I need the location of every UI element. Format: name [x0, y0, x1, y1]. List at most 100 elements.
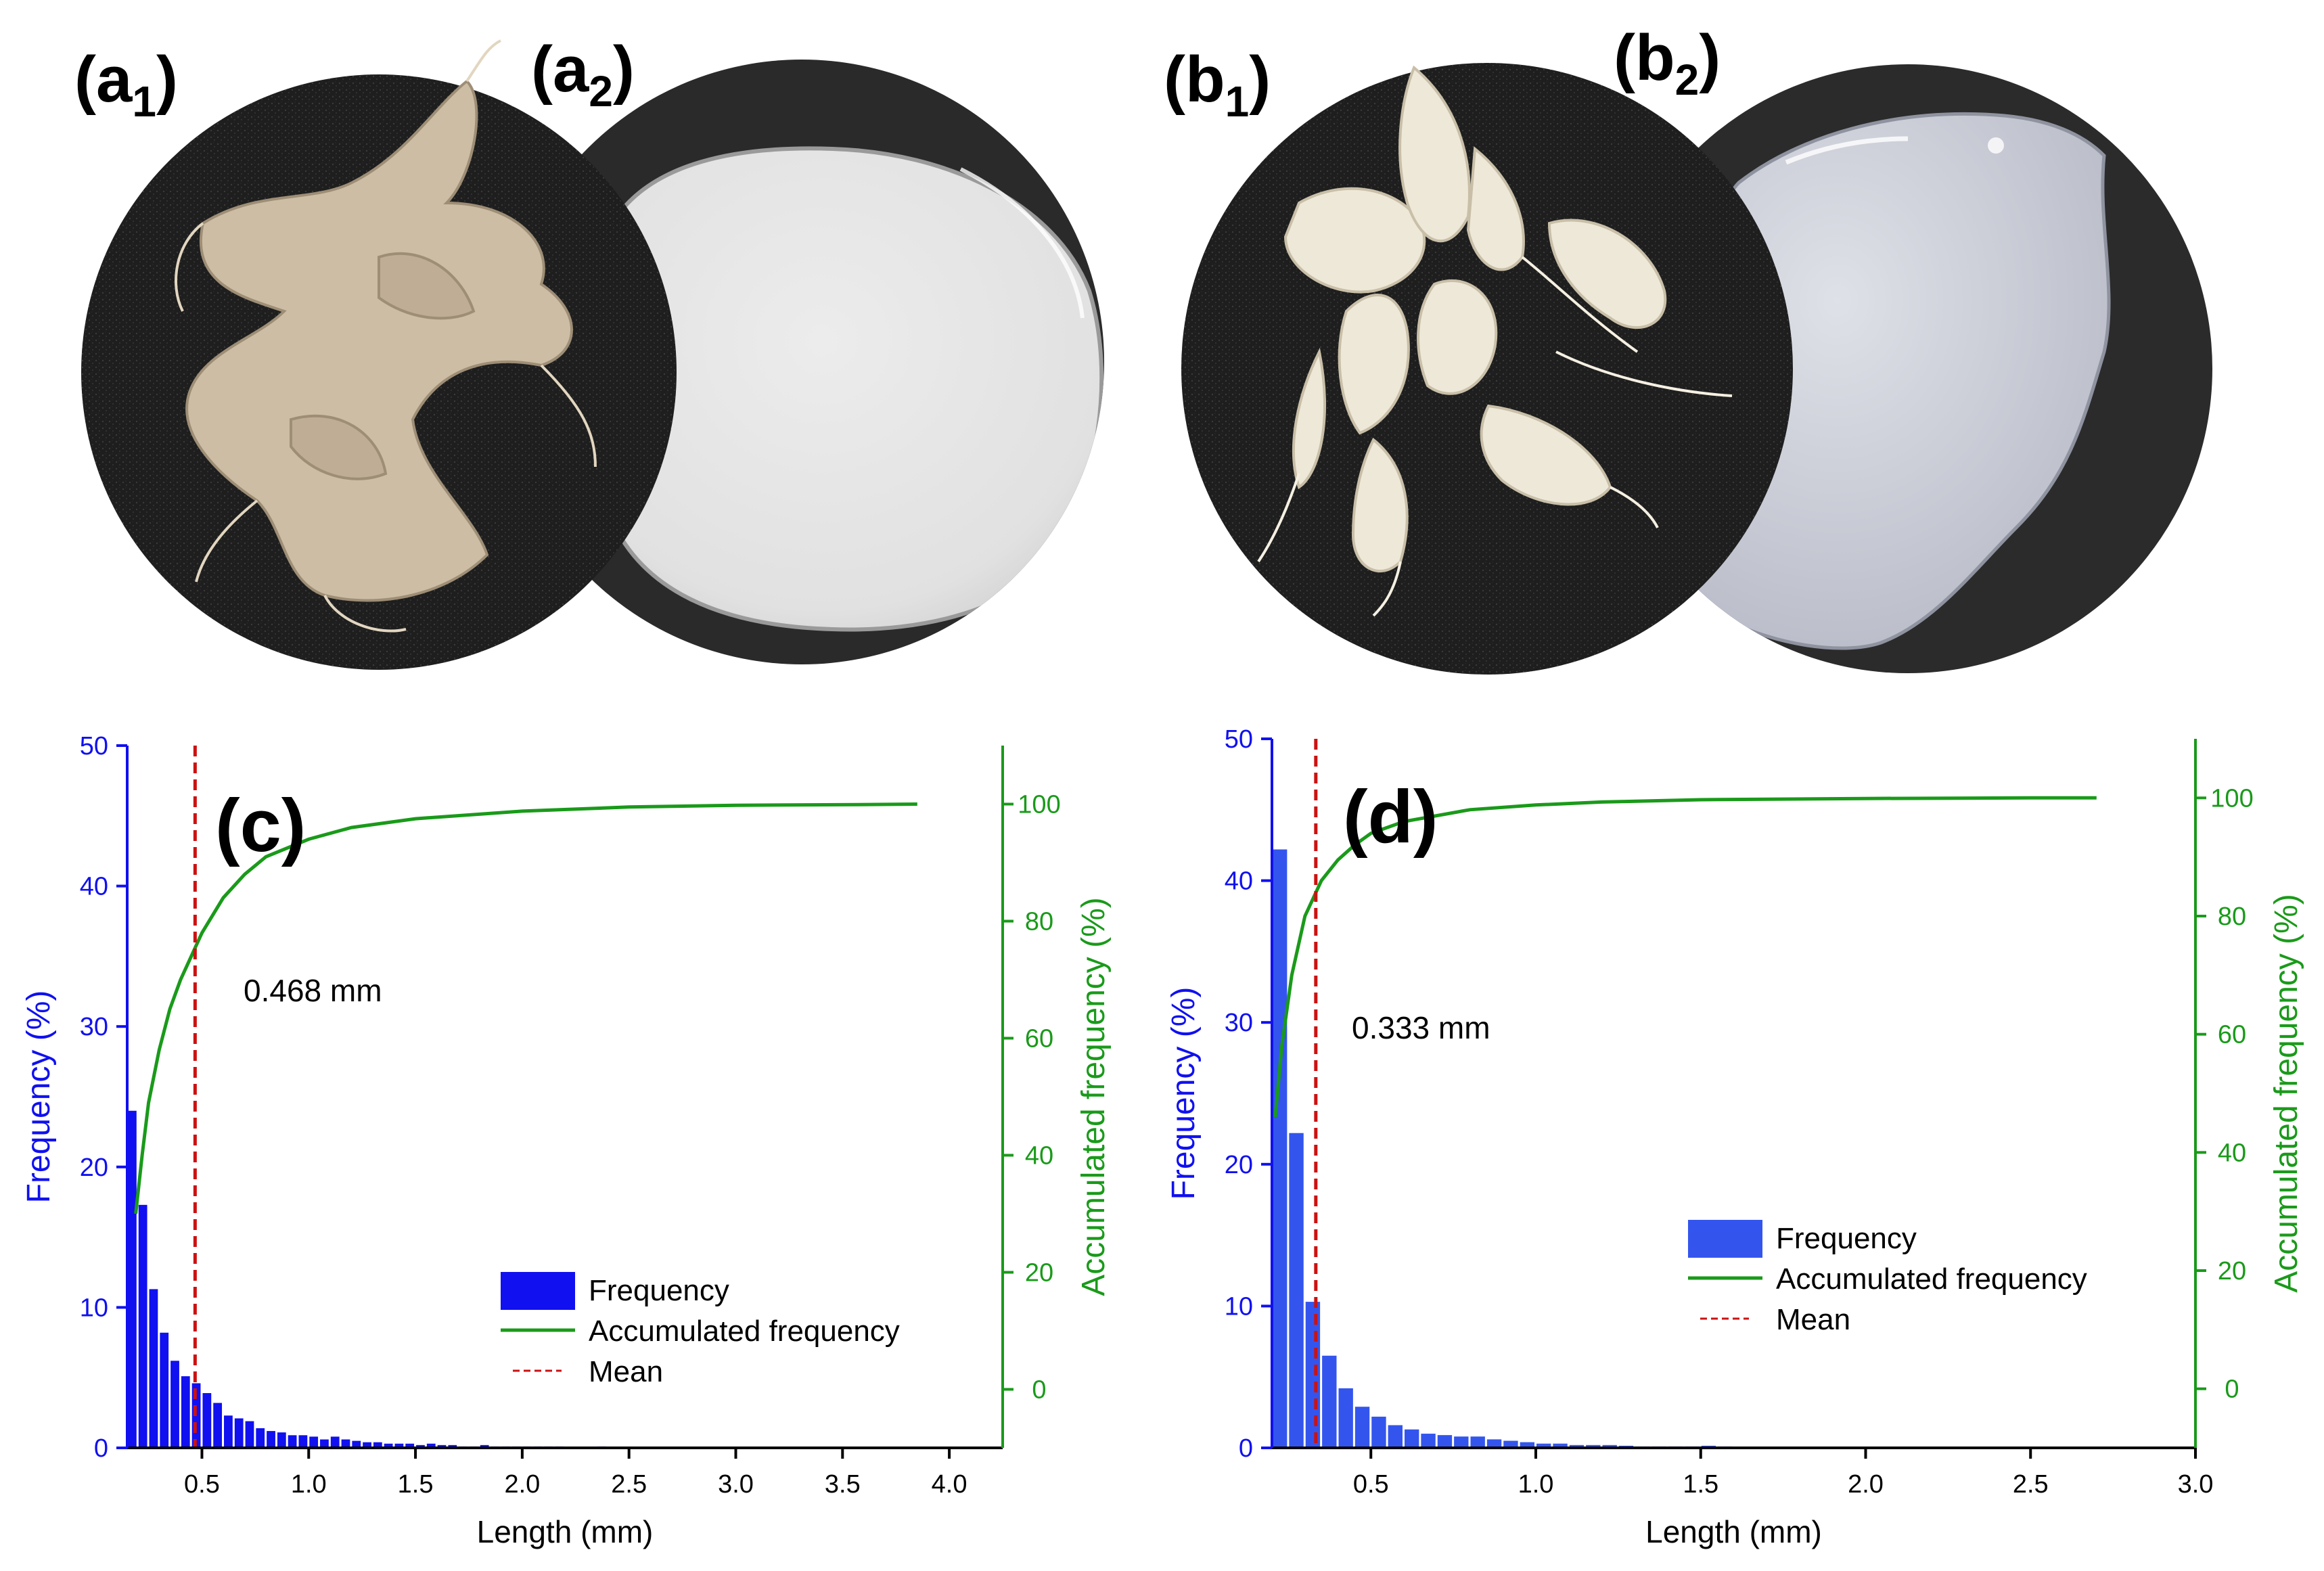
- frequency-bar: [426, 1443, 436, 1448]
- frequency-bar: [1569, 1444, 1585, 1448]
- x-tick-label: 2.5: [2013, 1470, 2049, 1499]
- frequency-bar: [330, 1436, 340, 1448]
- frequency-bar: [437, 1444, 447, 1448]
- frequency-bar: [1486, 1439, 1502, 1448]
- frequency-bar: [1536, 1443, 1551, 1448]
- y-tick-label: 0: [1239, 1434, 1253, 1463]
- panel-label: (d): [1343, 775, 1438, 859]
- frequency-bar: [170, 1361, 179, 1448]
- x-tick-label: 1.5: [1683, 1470, 1718, 1499]
- y-axis-label: Frequency (%): [1166, 987, 1202, 1200]
- frequency-bar: [309, 1436, 319, 1448]
- frequency-bar: [1421, 1434, 1436, 1448]
- frequency-bar: [1305, 1302, 1321, 1448]
- label-b2: (b2): [1614, 22, 1721, 104]
- legend-label: Frequency: [1776, 1222, 1917, 1255]
- y2-tick-label: 0: [1032, 1376, 1046, 1405]
- legend-swatch-frequency: [501, 1272, 575, 1310]
- photo-b1-fibers: [1181, 63, 1793, 675]
- frequency-bar: [341, 1439, 350, 1448]
- frequency-bar: [394, 1443, 404, 1448]
- frequency-bar: [320, 1439, 329, 1448]
- frequency-bar: [234, 1418, 244, 1448]
- x-tick-label: 2.0: [1848, 1470, 1884, 1499]
- legend-label: Accumulated frequency: [1776, 1262, 2087, 1296]
- frequency-bar: [181, 1376, 190, 1448]
- frequency-bar: [1553, 1443, 1568, 1448]
- photo-a2-gel: [499, 60, 1104, 664]
- frequency-bar: [128, 1110, 137, 1448]
- frequency-bar: [298, 1435, 308, 1448]
- chart-d: 0.5 1.0 1.5 2.0 2.5 3.0 0 10 20 30 40 50 0 20 40 60 80 10…: [1166, 725, 2304, 1549]
- frequency-bar: [224, 1415, 233, 1448]
- frequency-bar: [245, 1421, 254, 1448]
- frequency-bar: [1289, 1133, 1304, 1448]
- frequency-bar: [288, 1435, 297, 1448]
- frequency-bar: [373, 1442, 382, 1448]
- legend-label: Mean: [589, 1355, 663, 1388]
- legend-label: Frequency: [589, 1274, 729, 1307]
- y-tick-label: 20: [80, 1154, 108, 1182]
- x-axis-label: Length (mm): [1645, 1514, 1822, 1549]
- y2-axis-label: Accumulated frequency (%): [1076, 897, 1112, 1296]
- mean-value-label: 0.333 mm: [1352, 1010, 1490, 1045]
- legend-swatch-frequency: [1688, 1220, 1762, 1258]
- x-tick-label: 3.5: [825, 1470, 861, 1499]
- legend-label: Accumulated frequency: [589, 1315, 900, 1348]
- frequency-bar: [416, 1444, 425, 1448]
- x-tick-label: 1.5: [398, 1470, 434, 1499]
- x-tick-label: 1.0: [291, 1470, 327, 1499]
- label-b1: (b1): [1164, 43, 1271, 126]
- y2-tick-label: 80: [1025, 908, 1053, 936]
- x-tick-label: 0.5: [1353, 1470, 1389, 1499]
- frequency-bar: [1338, 1388, 1353, 1448]
- y-axis-label: Frequency (%): [21, 991, 57, 1204]
- y2-tick-label: 20: [1025, 1259, 1053, 1288]
- frequency-bar: [1454, 1436, 1469, 1448]
- frequency-bar: [352, 1440, 361, 1448]
- frequency-bar: [202, 1393, 212, 1448]
- frequency-bar: [1273, 849, 1288, 1448]
- frequency-bar: [448, 1444, 457, 1448]
- x-tick-label: 3.0: [718, 1470, 754, 1499]
- y2-axis-label: Accumulated frequency (%): [2269, 894, 2304, 1293]
- photo-a1-fibers: [81, 39, 677, 670]
- frequency-bar: [480, 1444, 489, 1448]
- frequency-bar: [363, 1442, 371, 1448]
- y-tick-label: 10: [1225, 1292, 1253, 1321]
- y2-tick-label: 20: [2218, 1257, 2246, 1285]
- frequency-bar: [1586, 1444, 1601, 1448]
- x-tick-label: 3.0: [2178, 1470, 2214, 1499]
- x-tick-label: 2.0: [504, 1470, 540, 1499]
- frequency-bar: [1354, 1407, 1370, 1448]
- chart-c: 0.5 1.0 1.5 2.0 2.5 3.0 3.5 4.0 0 10 20 30 40 50 0 20 40…: [21, 732, 1112, 1549]
- frequency-bar: [1520, 1442, 1534, 1448]
- frequency-bar: [1602, 1444, 1617, 1448]
- frequency-bar: [1470, 1436, 1485, 1448]
- y-tick-label: 30: [80, 1013, 108, 1041]
- frequency-bar: [213, 1403, 223, 1448]
- y2-tick-label: 40: [2218, 1139, 2246, 1167]
- y2-tick-label: 80: [2218, 903, 2246, 931]
- frequency-bar: [1322, 1355, 1337, 1448]
- y-tick-label: 0: [94, 1434, 108, 1463]
- x-tick-label: 0.5: [184, 1470, 220, 1499]
- accumulated-frequency-line: [1273, 796, 2097, 1118]
- y2-tick-label: 100: [1018, 791, 1060, 819]
- frequency-bar: [267, 1431, 275, 1448]
- y-tick-label: 50: [80, 732, 108, 760]
- y2-tick-label: 60: [2218, 1021, 2246, 1049]
- frequency-bar: [149, 1289, 158, 1448]
- panel-label: (c): [215, 784, 306, 867]
- frequency-bar: [1371, 1416, 1386, 1448]
- frequency-bar: [277, 1432, 286, 1448]
- y-tick-label: 30: [1225, 1009, 1253, 1037]
- y2-tick-label: 0: [2225, 1375, 2239, 1404]
- mean-value-label: 0.468 mm: [244, 973, 382, 1008]
- frequency-bar: [384, 1443, 393, 1448]
- frequency-bar: [1405, 1429, 1419, 1448]
- x-axis-label: Length (mm): [477, 1514, 654, 1549]
- y-tick-label: 40: [1225, 867, 1253, 896]
- y-tick-label: 10: [80, 1294, 108, 1322]
- frequency-bar: [405, 1443, 415, 1448]
